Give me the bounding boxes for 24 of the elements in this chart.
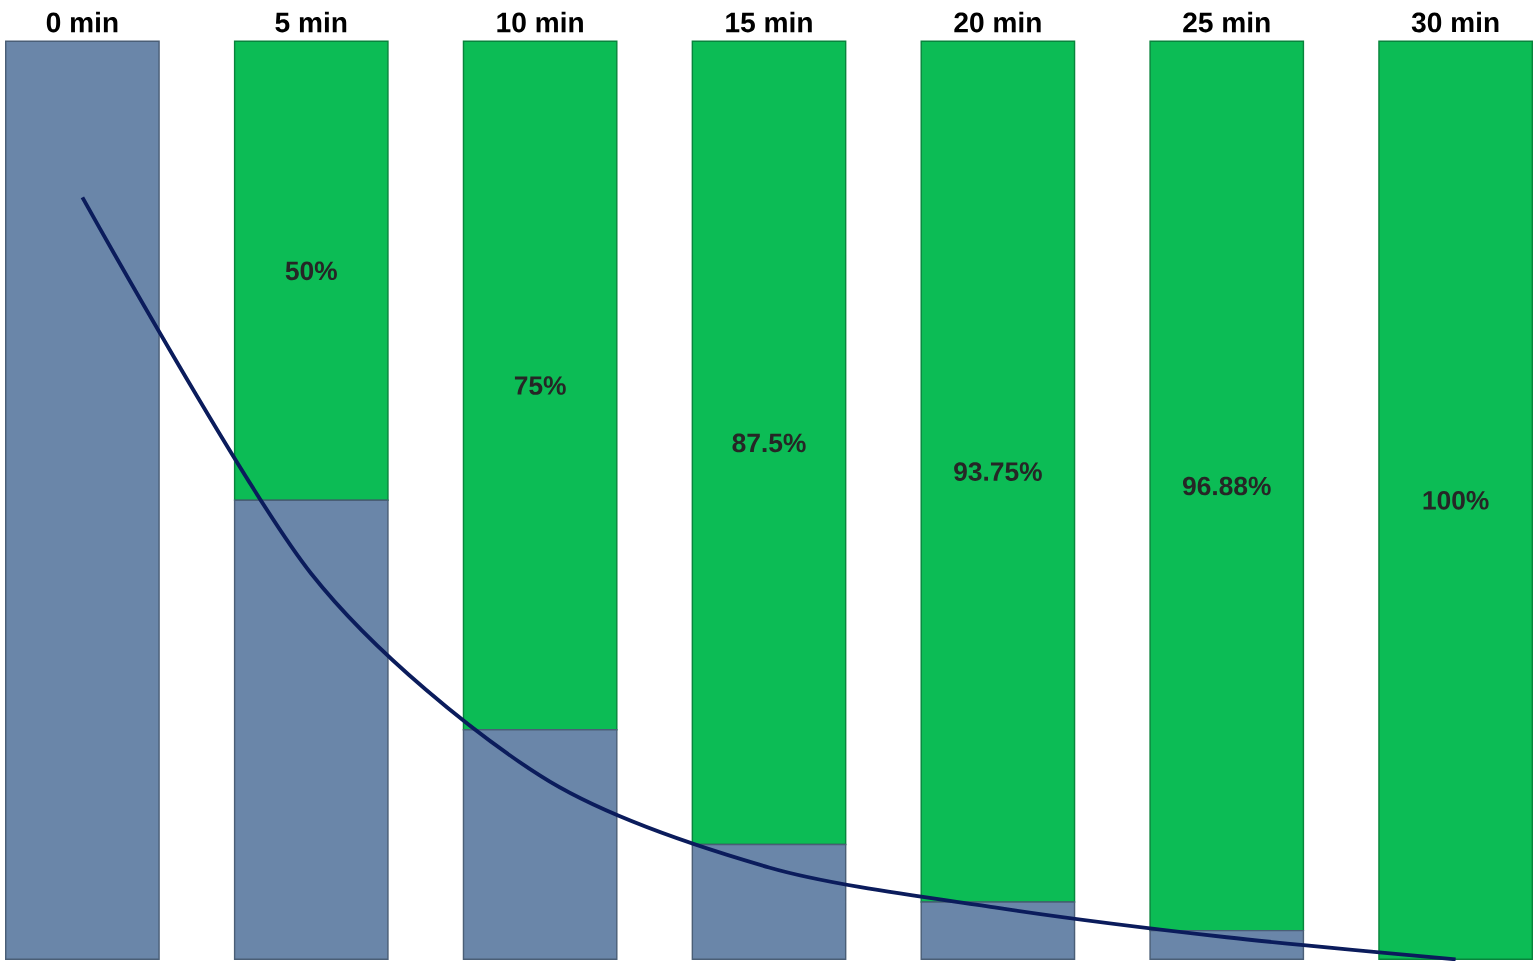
- data-label: 93.75%: [954, 462, 1042, 481]
- bar: [1149, 40, 1305, 932]
- bar: [462, 728, 618, 960]
- bar: [920, 901, 1076, 960]
- bar: [920, 40, 1076, 903]
- x-tick-label: 20 min: [954, 11, 1041, 33]
- bar: [233, 499, 389, 960]
- bar: [5, 40, 160, 960]
- x-tick-label: 15 min: [726, 11, 812, 33]
- x-tick-label: 30 min: [1411, 11, 1499, 33]
- data-label: 50%: [285, 261, 337, 281]
- bar: [691, 40, 847, 846]
- x-tick-label: 25 min: [1183, 11, 1270, 33]
- x-tick-label: 0 min: [46, 11, 118, 33]
- data-label: 87.5%: [732, 433, 806, 453]
- bar: [691, 843, 847, 960]
- bar: [462, 40, 618, 731]
- data-label: 96.88%: [1182, 476, 1271, 496]
- x-tick-label: 5 min: [275, 11, 347, 33]
- data-label: 75%: [514, 376, 566, 395]
- bar: [1378, 40, 1534, 960]
- x-tick-label: 10 min: [497, 11, 583, 33]
- data-label: 100%: [1423, 490, 1489, 510]
- bar: [233, 40, 389, 501]
